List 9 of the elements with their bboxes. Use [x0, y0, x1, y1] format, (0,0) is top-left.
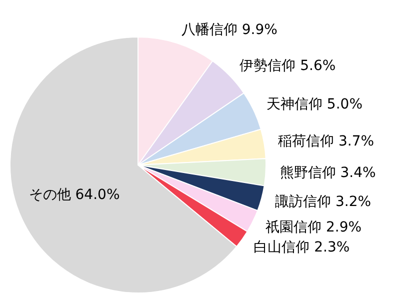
slice-label: 伊勢信仰 5.6% [240, 58, 336, 74]
slice-label: 熊野信仰 3.4% [280, 165, 376, 182]
slice-label: 白山信仰 2.3% [254, 239, 350, 256]
slice-label: 諏訪信仰 3.2% [275, 194, 372, 210]
slice-label: その他 64.0% [28, 186, 120, 203]
slice-label: 八幡信仰 9.9% [181, 22, 278, 38]
slice-label: 祇園信仰 2.9% [266, 219, 362, 236]
slice-label: 天神信仰 5.0% [266, 96, 363, 113]
slice-label: 稲荷信仰 3.7% [278, 133, 374, 150]
